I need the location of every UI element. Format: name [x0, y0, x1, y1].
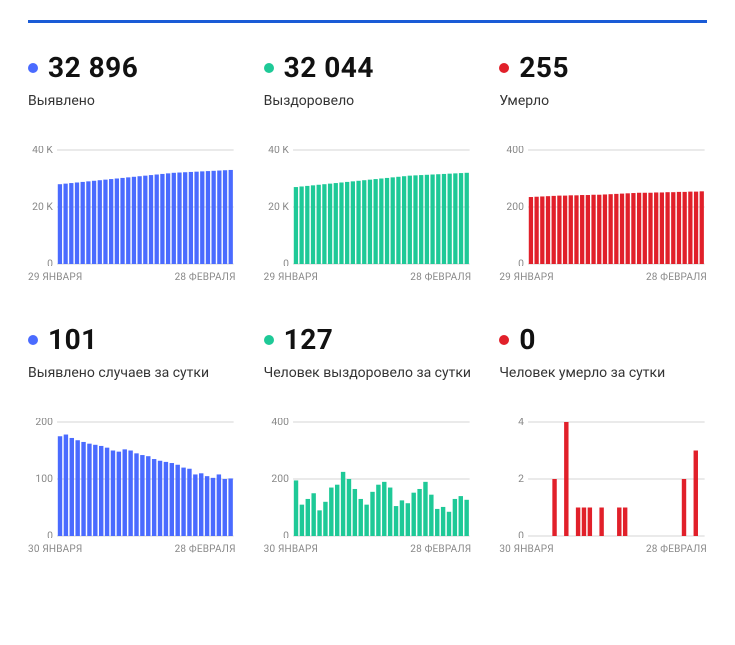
card-header: 32 896 — [28, 51, 236, 84]
svg-text:0: 0 — [283, 259, 289, 266]
card-header: 32 044 — [264, 51, 472, 84]
x-start-label: 30 ЯНВАРЯ — [28, 544, 82, 555]
svg-text:0: 0 — [518, 259, 524, 266]
series-dot-icon — [28, 335, 38, 345]
x-end-label: 28 ФЕВРАЛЯ — [646, 272, 707, 283]
svg-text:0: 0 — [518, 531, 524, 538]
stat-label: Выявлено случаев за сутки — [28, 364, 236, 400]
stat-value: 32 896 — [48, 51, 138, 84]
svg-text:0: 0 — [283, 531, 289, 538]
svg-text:4: 4 — [518, 418, 524, 428]
svg-text:200: 200 — [35, 418, 53, 428]
svg-text:200: 200 — [507, 202, 525, 213]
stats-grid: 32 896 Выявлено 0 20 K 40 K 29 ЯНВАРЯ 28 Ф… — [28, 51, 707, 555]
card-header: 101 — [28, 323, 236, 356]
stat-card-recovered_daily: 127 Человек выздоровело за сутки 0 200 400… — [264, 323, 472, 555]
x-end-label: 28 ФЕВРАЛЯ — [175, 272, 236, 283]
x-axis-labels: 29 ЯНВАРЯ 28 ФЕВРАЛЯ — [499, 272, 707, 283]
bar-chart: 0 200 400 — [264, 418, 472, 538]
bar-chart: 0 20 K 40 K — [28, 146, 236, 266]
x-axis-labels: 29 ЯНВАРЯ 28 ФЕВРАЛЯ — [28, 272, 236, 283]
stat-value: 101 — [48, 323, 98, 356]
svg-text:2: 2 — [518, 474, 524, 485]
stat-card-deaths_total: 255 Умерло 0 200 400 29 ЯНВАРЯ 28 ФЕВРАЛЯ — [499, 51, 707, 283]
bar-chart: 0 2 4 — [499, 418, 707, 538]
svg-text:400: 400 — [271, 418, 289, 428]
stat-label: Человек выздоровело за сутки — [264, 364, 472, 400]
x-axis-labels: 29 ЯНВАРЯ 28 ФЕВРАЛЯ — [264, 272, 472, 283]
svg-text:40 K: 40 K — [268, 146, 289, 156]
stat-value: 32 044 — [284, 51, 374, 84]
series-dot-icon — [264, 335, 274, 345]
stat-card-detected_total: 32 896 Выявлено 0 20 K 40 K 29 ЯНВАРЯ 28 Ф… — [28, 51, 236, 283]
stat-label: Выздоровело — [264, 92, 472, 128]
bar-chart: 0 200 400 — [499, 146, 707, 266]
series-dot-icon — [28, 63, 38, 73]
card-header: 0 — [499, 323, 707, 356]
x-axis-labels: 30 ЯНВАРЯ 28 ФЕВРАЛЯ — [28, 544, 236, 555]
x-axis-labels: 30 ЯНВАРЯ 28 ФЕВРАЛЯ — [499, 544, 707, 555]
bar-chart: 0 100 200 — [28, 418, 236, 538]
x-end-label: 28 ФЕВРАЛЯ — [410, 544, 471, 555]
series-dot-icon — [264, 63, 274, 73]
stat-value: 0 — [519, 323, 536, 356]
svg-text:0: 0 — [47, 259, 53, 266]
card-header: 255 — [499, 51, 707, 84]
svg-text:20 K: 20 K — [268, 202, 289, 213]
svg-text:100: 100 — [35, 474, 53, 485]
stat-label: Выявлено — [28, 92, 236, 128]
stat-card-detected_daily: 101 Выявлено случаев за сутки 0 100 200 30… — [28, 323, 236, 555]
stat-label: Человек умерло за сутки — [499, 364, 707, 400]
top-divider — [28, 20, 707, 23]
stat-value: 127 — [284, 323, 334, 356]
x-start-label: 30 ЯНВАРЯ — [264, 544, 318, 555]
svg-text:40 K: 40 K — [32, 146, 53, 156]
series-dot-icon — [499, 335, 509, 345]
series-dot-icon — [499, 63, 509, 73]
x-end-label: 28 ФЕВРАЛЯ — [175, 544, 236, 555]
x-start-label: 29 ЯНВАРЯ — [28, 272, 82, 283]
x-start-label: 29 ЯНВАРЯ — [499, 272, 553, 283]
x-axis-labels: 30 ЯНВАРЯ 28 ФЕВРАЛЯ — [264, 544, 472, 555]
x-start-label: 29 ЯНВАРЯ — [264, 272, 318, 283]
stat-label: Умерло — [499, 92, 707, 128]
x-start-label: 30 ЯНВАРЯ — [499, 544, 553, 555]
svg-text:20 K: 20 K — [32, 202, 53, 213]
x-end-label: 28 ФЕВРАЛЯ — [646, 544, 707, 555]
svg-text:200: 200 — [271, 474, 289, 485]
x-end-label: 28 ФЕВРАЛЯ — [410, 272, 471, 283]
card-header: 127 — [264, 323, 472, 356]
stat-value: 255 — [519, 51, 569, 84]
bar-chart: 0 20 K 40 K — [264, 146, 472, 266]
stat-card-deaths_daily: 0 Человек умерло за сутки 0 2 4 30 ЯНВАРЯ … — [499, 323, 707, 555]
svg-text:0: 0 — [47, 531, 53, 538]
stat-card-recovered_total: 32 044 Выздоровело 0 20 K 40 K 29 ЯНВАРЯ 2… — [264, 51, 472, 283]
svg-text:400: 400 — [507, 146, 525, 156]
